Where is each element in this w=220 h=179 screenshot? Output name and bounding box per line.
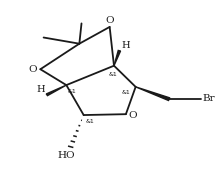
Text: &1: &1 (68, 89, 76, 94)
Text: &1: &1 (122, 90, 130, 95)
Text: HO: HO (58, 151, 75, 160)
Polygon shape (136, 87, 170, 100)
Text: &1: &1 (85, 118, 94, 124)
Text: &1: &1 (109, 72, 117, 77)
Text: Br: Br (203, 94, 215, 103)
Polygon shape (114, 50, 121, 66)
Text: O: O (29, 65, 37, 74)
Text: O: O (105, 16, 114, 25)
Text: H: H (36, 85, 45, 94)
Text: H: H (122, 41, 130, 50)
Text: O: O (129, 111, 137, 120)
Polygon shape (46, 85, 66, 96)
